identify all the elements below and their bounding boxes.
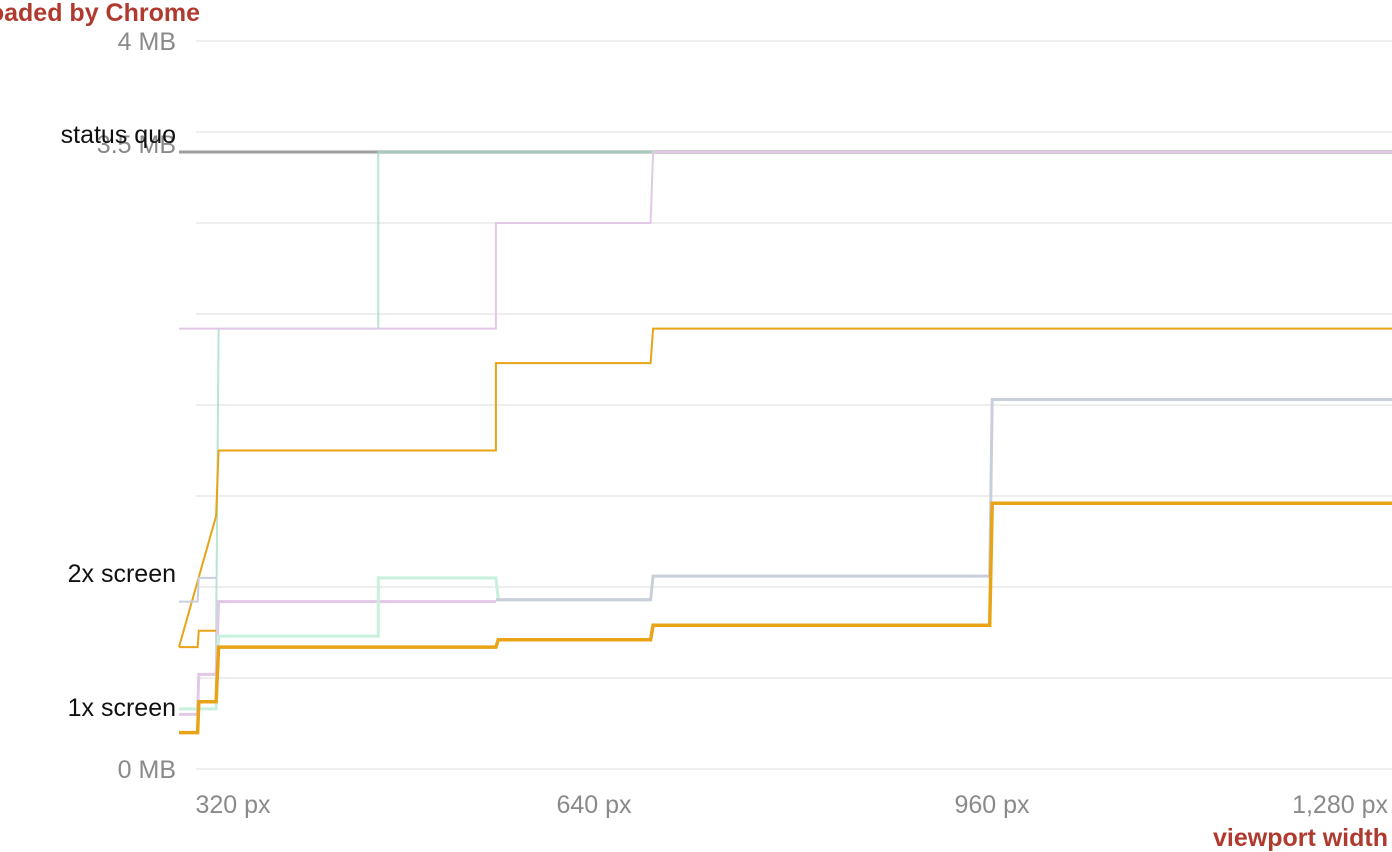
y-tick-label: 0 MB [118,756,176,784]
series-line-6 [179,629,217,649]
series-line-4 [178,327,1392,648]
x-axis-title: viewport width [1213,824,1388,852]
annotation-label: status quo [61,121,176,149]
y-axis-title: loaded by Chrome [0,0,200,27]
series-line-5 [179,576,217,603]
series-line-3 [179,151,1392,330]
x-tick-label: 1,280 px [1292,791,1388,819]
x-tick-label: 960 px [954,791,1030,819]
series-lines [178,150,1392,735]
series-line-7 [179,600,496,716]
y-tick-label: 4 MB [118,28,176,56]
series-line-10 [179,501,1392,735]
y-tick-labels: 0 MB 3.5 MB 4 MB [97,28,176,784]
annotation-label: 1x screen [68,694,176,722]
y-tick-label: 3.5 MB [97,131,176,159]
line-annotations: status quo 2x screen 1x screen [61,121,176,722]
annotation-label: 2x screen [68,560,176,588]
x-tick-label: 640 px [556,791,632,819]
x-tick-labels: 320 px 640 px 960 px 1,280 px [195,791,1388,819]
gridlines [196,40,1392,770]
x-tick-label: 320 px [195,791,271,819]
series-line-8 [179,576,651,711]
series-line-9 [495,398,1392,602]
